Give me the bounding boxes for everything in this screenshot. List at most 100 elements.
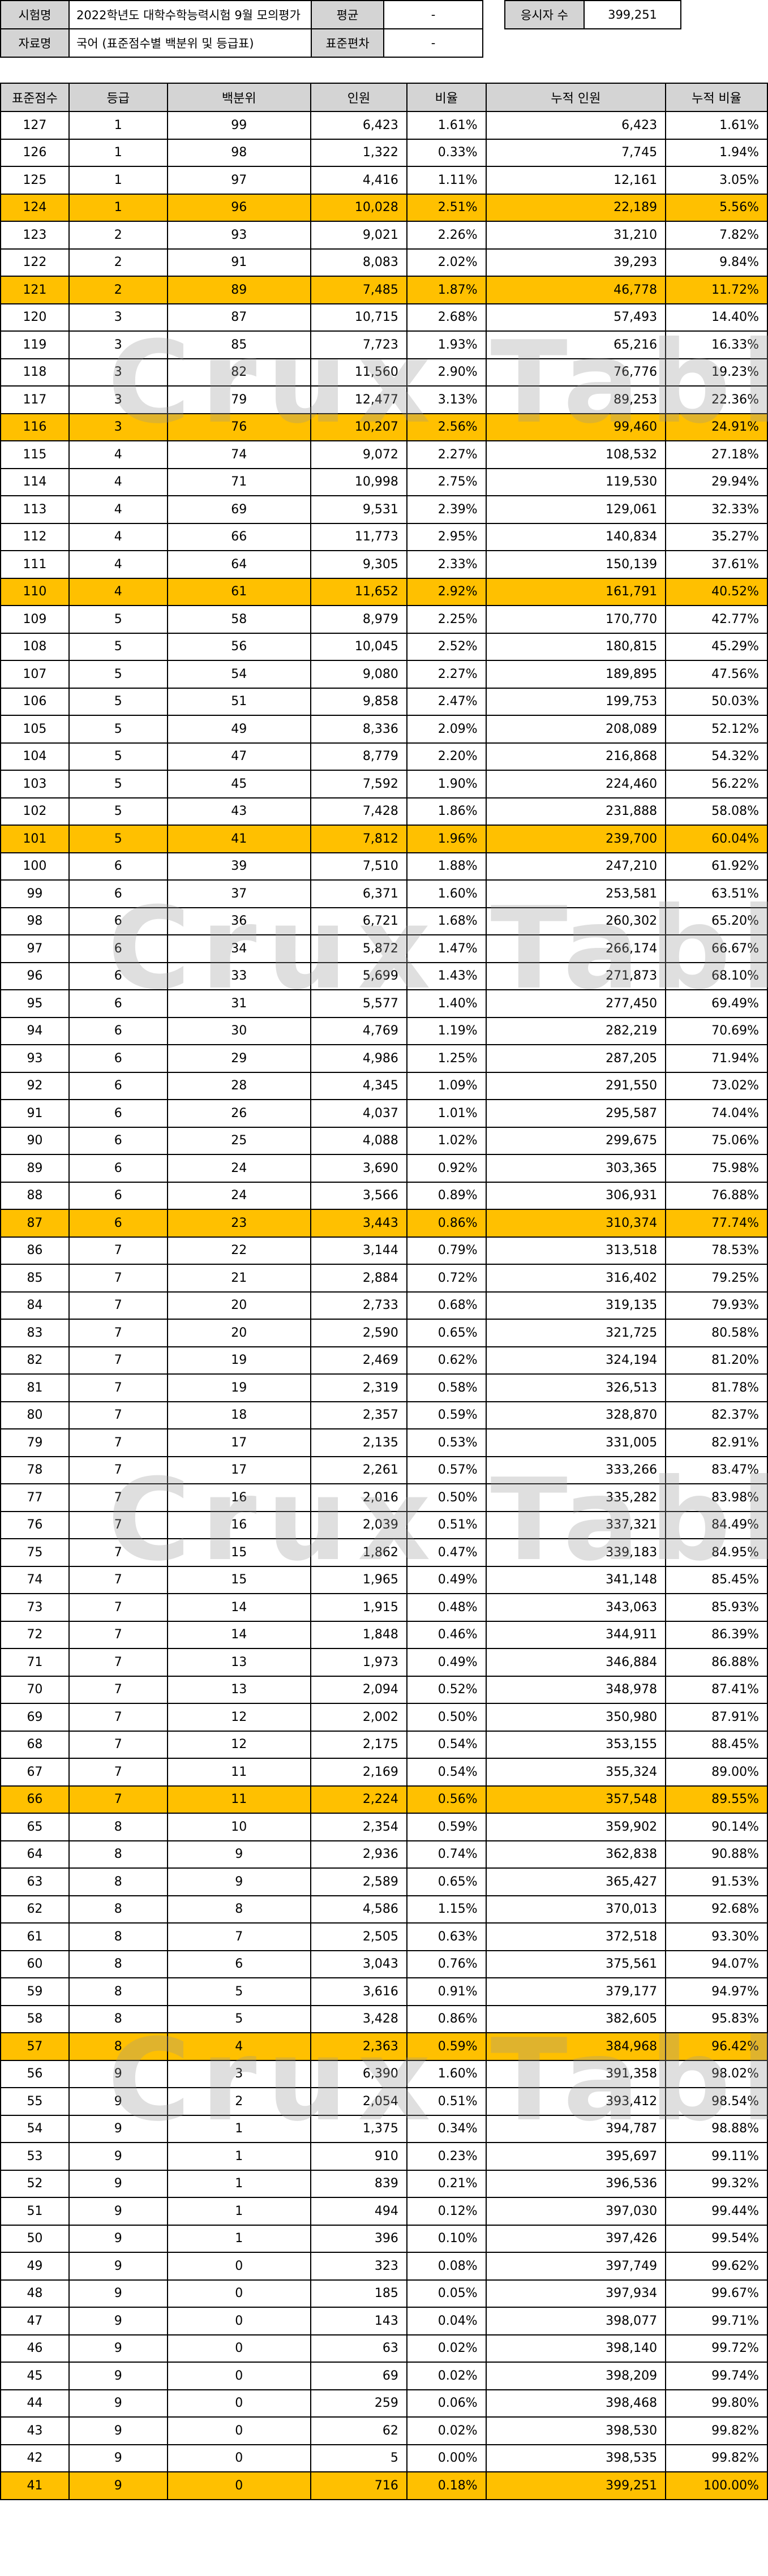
cumulative-ratio-cell: 77.74% [665, 1209, 768, 1238]
table-row: 46 9 0 63 0.02% 398,140 99.72% [0, 2334, 768, 2363]
table-row: 42 9 0 5 0.00% 398,535 99.82% [0, 2444, 768, 2472]
standard-score-cell: 125 [0, 166, 70, 195]
count-cell: 7,485 [310, 276, 407, 304]
cumulative-count-cell: 266,174 [485, 934, 667, 963]
ratio-cell: 0.18% [406, 2471, 487, 2500]
percentile-cell: 39 [166, 852, 312, 881]
count-cell: 9,858 [310, 687, 407, 716]
grade-cell: 9 [68, 2059, 168, 2088]
cumulative-ratio-cell: 89.00% [665, 1758, 768, 1787]
grade-cell: 6 [68, 1044, 168, 1073]
cumulative-ratio-cell: 69.49% [665, 989, 768, 1018]
cumulative-count-cell: 140,834 [485, 522, 667, 551]
cumulative-ratio-cell: 100.00% [665, 2471, 768, 2500]
table-row: 91 6 26 4,037 1.01% 295,587 74.04% [0, 1099, 768, 1128]
ratio-cell: 0.02% [406, 2416, 487, 2445]
standard-score-cell: 59 [0, 1977, 70, 2006]
cumulative-ratio-cell: 47.56% [665, 660, 768, 689]
percentile-cell: 12 [166, 1703, 312, 1732]
sd-value: - [383, 28, 483, 58]
ratio-cell: 0.49% [406, 1565, 487, 1594]
standard-score-cell: 52 [0, 2169, 70, 2198]
ratio-cell: 0.56% [406, 1785, 487, 1814]
table-row: 118 3 82 11,560 2.90% 76,776 19.23% [0, 358, 768, 387]
cumulative-ratio-cell: 3.05% [665, 166, 768, 195]
ratio-cell: 2.39% [406, 495, 487, 524]
standard-score-cell: 66 [0, 1785, 70, 1814]
count-cell: 8,083 [310, 248, 407, 277]
examinees-value: 399,251 [583, 0, 681, 29]
cumulative-ratio-cell: 99.44% [665, 2197, 768, 2226]
cumulative-ratio-cell: 1.94% [665, 138, 768, 167]
percentile-cell: 18 [166, 1401, 312, 1429]
cumulative-count-cell: 394,787 [485, 2114, 667, 2143]
cumulative-count-cell: 319,135 [485, 1291, 667, 1320]
cumulative-ratio-cell: 82.91% [665, 1428, 768, 1457]
percentile-cell: 23 [166, 1209, 312, 1238]
col-header-cumulative-count: 누적 인원 [485, 83, 667, 112]
percentile-cell: 96 [166, 193, 312, 222]
percentile-cell: 98 [166, 138, 312, 167]
standard-score-cell: 97 [0, 934, 70, 963]
percentile-cell: 56 [166, 632, 312, 661]
standard-score-cell: 57 [0, 2032, 70, 2061]
grade-cell: 6 [68, 907, 168, 935]
percentile-cell: 54 [166, 660, 312, 689]
percentile-cell: 12 [166, 1730, 312, 1759]
cumulative-ratio-cell: 87.91% [665, 1703, 768, 1732]
percentile-cell: 14 [166, 1620, 312, 1649]
percentile-cell: 34 [166, 934, 312, 963]
grade-cell: 7 [68, 1565, 168, 1594]
cumulative-count-cell: 397,030 [485, 2197, 667, 2226]
cumulative-count-cell: 76,776 [485, 358, 667, 387]
standard-score-cell: 50 [0, 2224, 70, 2253]
table-row: 122 2 91 8,083 2.02% 39,293 9.84% [0, 248, 768, 277]
ratio-cell: 0.59% [406, 1401, 487, 1429]
grade-cell: 7 [68, 1483, 168, 1512]
ratio-cell: 0.00% [406, 2444, 487, 2472]
ratio-cell: 0.48% [406, 1593, 487, 1622]
grade-cell: 7 [68, 1675, 168, 1704]
cumulative-ratio-cell: 1.61% [665, 111, 768, 140]
standard-score-cell: 60 [0, 1950, 70, 1978]
table-row: 74 7 15 1,965 0.49% 341,148 85.45% [0, 1565, 768, 1594]
ratio-cell: 0.23% [406, 2142, 487, 2171]
table-row: 107 5 54 9,080 2.27% 189,895 47.56% [0, 660, 768, 689]
cumulative-count-cell: 396,536 [485, 2169, 667, 2198]
percentile-cell: 11 [166, 1758, 312, 1787]
cumulative-count-cell: 343,063 [485, 1593, 667, 1622]
percentile-cell: 22 [166, 1236, 312, 1265]
grade-cell: 5 [68, 632, 168, 661]
sd-label: 표준편차 [311, 28, 384, 58]
count-cell: 1,973 [310, 1648, 407, 1677]
cumulative-count-cell: 393,412 [485, 2087, 667, 2116]
ratio-cell: 0.86% [406, 2004, 487, 2033]
ratio-cell: 0.33% [406, 138, 487, 167]
standard-score-cell: 100 [0, 852, 70, 881]
count-cell: 2,505 [310, 1922, 407, 1951]
percentile-cell: 31 [166, 989, 312, 1018]
grade-cell: 5 [68, 797, 168, 826]
percentile-cell: 43 [166, 797, 312, 826]
cumulative-count-cell: 399,251 [485, 2471, 667, 2500]
standard-score-cell: 67 [0, 1758, 70, 1787]
percentile-cell: 17 [166, 1456, 312, 1484]
ratio-cell: 0.02% [406, 2334, 487, 2363]
grade-cell: 7 [68, 1291, 168, 1320]
cumulative-count-cell: 321,725 [485, 1319, 667, 1347]
cumulative-ratio-cell: 81.20% [665, 1346, 768, 1375]
table-row: 41 9 0 716 0.18% 399,251 100.00% [0, 2471, 768, 2500]
cumulative-ratio-cell: 83.98% [665, 1483, 768, 1512]
standard-score-cell: 83 [0, 1319, 70, 1347]
cumulative-ratio-cell: 60.04% [665, 825, 768, 853]
percentile-cell: 17 [166, 1428, 312, 1457]
cumulative-count-cell: 397,426 [485, 2224, 667, 2253]
count-cell: 10,715 [310, 303, 407, 332]
percentile-cell: 0 [166, 2416, 312, 2445]
cumulative-ratio-cell: 73.02% [665, 1071, 768, 1100]
grade-cell: 6 [68, 1099, 168, 1128]
standard-score-cell: 74 [0, 1565, 70, 1594]
percentile-cell: 0 [166, 2444, 312, 2472]
percentile-cell: 66 [166, 522, 312, 551]
cumulative-ratio-cell: 89.55% [665, 1785, 768, 1814]
